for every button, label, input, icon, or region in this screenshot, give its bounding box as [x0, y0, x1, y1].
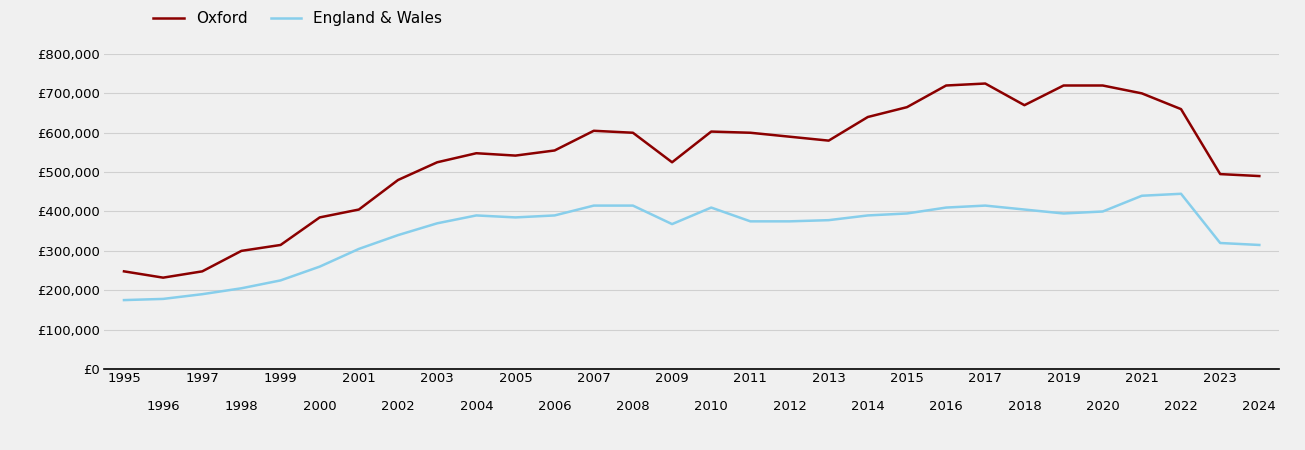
Legend: Oxford, England & Wales: Oxford, England & Wales	[147, 5, 449, 32]
Line: Oxford: Oxford	[124, 84, 1259, 278]
Text: 2014: 2014	[851, 400, 885, 413]
England & Wales	[1173, 191, 1189, 197]
Text: 2016: 2016	[929, 400, 963, 413]
Oxford	[429, 160, 445, 165]
Oxford	[194, 269, 210, 274]
Oxford	[977, 81, 993, 86]
Oxford	[273, 242, 288, 248]
Oxford	[1134, 90, 1150, 96]
Oxford	[743, 130, 758, 135]
Oxford	[860, 114, 876, 120]
England & Wales	[351, 246, 367, 252]
Text: 2008: 2008	[616, 400, 650, 413]
Text: 2004: 2004	[459, 400, 493, 413]
England & Wales	[1095, 209, 1111, 214]
Oxford	[351, 207, 367, 212]
Oxford	[782, 134, 797, 140]
England & Wales	[273, 278, 288, 283]
England & Wales	[468, 213, 484, 218]
Oxford	[116, 269, 132, 274]
England & Wales	[508, 215, 523, 220]
England & Wales	[1212, 240, 1228, 246]
Text: 2012: 2012	[773, 400, 806, 413]
England & Wales	[116, 297, 132, 303]
Oxford	[1095, 83, 1111, 88]
England & Wales	[194, 292, 210, 297]
England & Wales	[429, 220, 445, 226]
England & Wales	[155, 296, 171, 302]
Text: 2022: 2022	[1164, 400, 1198, 413]
Text: 2020: 2020	[1086, 400, 1120, 413]
England & Wales	[860, 213, 876, 218]
England & Wales	[938, 205, 954, 210]
England & Wales	[1056, 211, 1071, 216]
Oxford	[1251, 173, 1267, 179]
England & Wales	[899, 211, 915, 216]
England & Wales	[234, 286, 249, 291]
Oxford	[468, 150, 484, 156]
Oxford	[899, 104, 915, 110]
Oxford	[1056, 83, 1071, 88]
Text: 2018: 2018	[1007, 400, 1041, 413]
Text: 2010: 2010	[694, 400, 728, 413]
England & Wales	[390, 232, 406, 238]
Oxford	[1017, 103, 1032, 108]
Oxford	[1212, 171, 1228, 177]
England & Wales	[625, 203, 641, 208]
England & Wales	[743, 219, 758, 224]
Text: 1998: 1998	[224, 400, 258, 413]
England & Wales	[821, 217, 837, 223]
Oxford	[312, 215, 328, 220]
Text: 1996: 1996	[146, 400, 180, 413]
Text: 2006: 2006	[538, 400, 572, 413]
England & Wales	[547, 213, 562, 218]
Oxford	[547, 148, 562, 153]
England & Wales	[703, 205, 719, 210]
Oxford	[821, 138, 837, 143]
England & Wales	[312, 264, 328, 269]
England & Wales	[1017, 207, 1032, 212]
Oxford	[938, 83, 954, 88]
Text: 2000: 2000	[303, 400, 337, 413]
Oxford	[508, 153, 523, 158]
Oxford	[1173, 106, 1189, 112]
Text: 2024: 2024	[1242, 400, 1276, 413]
England & Wales	[977, 203, 993, 208]
Oxford	[390, 177, 406, 183]
Oxford	[625, 130, 641, 135]
Oxford	[664, 160, 680, 165]
England & Wales	[1251, 242, 1267, 248]
Oxford	[234, 248, 249, 253]
England & Wales	[1134, 193, 1150, 198]
Oxford	[586, 128, 602, 134]
Line: England & Wales: England & Wales	[124, 194, 1259, 300]
Text: 2002: 2002	[381, 400, 415, 413]
England & Wales	[586, 203, 602, 208]
England & Wales	[664, 221, 680, 227]
England & Wales	[782, 219, 797, 224]
Oxford	[703, 129, 719, 134]
Oxford	[155, 275, 171, 280]
